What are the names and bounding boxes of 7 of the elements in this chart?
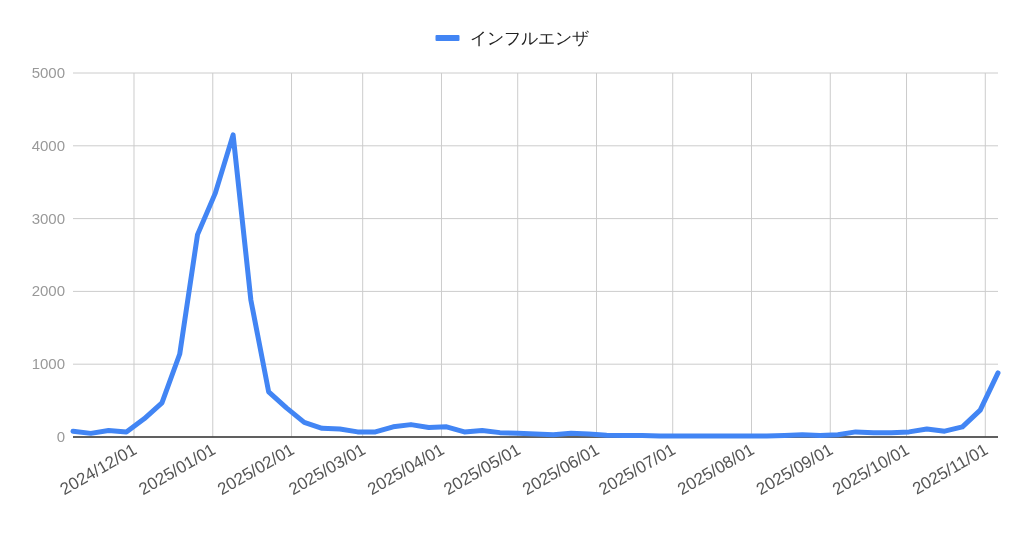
y-tick-label: 2000 [31,282,65,300]
y-tick-label: 0 [56,428,65,445]
y-tick-label: 3000 [31,209,65,227]
legend-label: インフルエンザ [469,29,589,48]
y-tick-label: 1000 [31,355,65,373]
y-tick-label: 5000 [31,64,65,81]
y-tick-label: 4000 [31,136,65,154]
